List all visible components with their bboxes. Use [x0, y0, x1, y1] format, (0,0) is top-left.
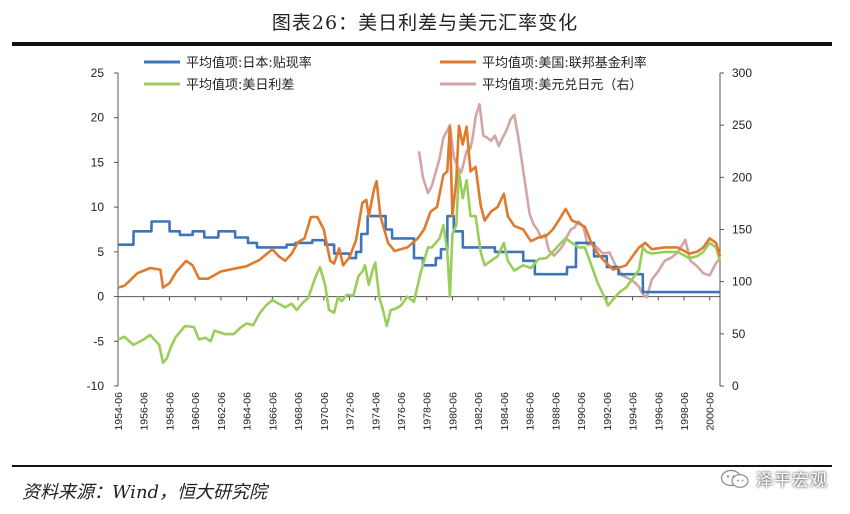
x-tick-label: 1990-06 [576, 392, 588, 431]
y2-tick-label: 250 [732, 118, 752, 132]
y-tick-label: 20 [91, 111, 105, 125]
x-tick-label: 1966-06 [267, 392, 279, 431]
y2-tick-label: 200 [732, 170, 752, 184]
x-tick-label: 1982-06 [473, 392, 485, 431]
legend-label: 平均值项:美国:联邦基金利率 [482, 55, 647, 71]
y-tick-label: 5 [97, 245, 104, 259]
watermark: 泽平宏观 [720, 466, 828, 491]
chart-title: 图表26：美日利差与美元汇率变化 [271, 12, 579, 34]
axes-layer: 2520151050-5-103002502001501005001954-06… [87, 66, 753, 431]
x-tick-label: 1974-06 [370, 392, 382, 431]
y-tick-label: 15 [91, 155, 105, 169]
x-tick-label: 1978-06 [422, 392, 434, 431]
x-tick-label: 1964-06 [242, 392, 254, 431]
x-tick-label: 1960-06 [190, 392, 202, 431]
x-tick-label: 1992-06 [602, 392, 614, 431]
y-tick-label: 10 [91, 200, 105, 214]
bottom-rule [12, 465, 832, 467]
legend-label: 平均值项:美元兑日元（右） [482, 77, 642, 93]
x-tick-label: 1954-06 [113, 392, 125, 431]
x-tick-label: 1970-06 [319, 392, 331, 431]
series-line-spread [117, 170, 722, 364]
y2-tick-label: 100 [732, 275, 752, 289]
watermark-text: 泽平宏观 [756, 471, 828, 491]
x-tick-label: 1976-06 [396, 392, 408, 431]
x-tick-label: 1998-06 [679, 392, 691, 431]
series-line-us [117, 124, 722, 289]
y-tick-label: 0 [97, 290, 104, 304]
x-tick-label: 1956-06 [139, 392, 151, 431]
x-tick-label: 1980-06 [447, 392, 459, 431]
x-tick-label: 1984-06 [499, 392, 511, 431]
source-note: 资料来源：Wind，恒大研究院 [22, 482, 268, 503]
y2-tick-label: 150 [732, 223, 752, 237]
x-tick-label: 1968-06 [293, 392, 305, 431]
series-line-japan [118, 214, 720, 294]
top-rule [12, 42, 832, 46]
x-tick-label: 1996-06 [653, 392, 665, 431]
x-tick-label: 1962-06 [216, 392, 228, 431]
y-tick-label: -10 [87, 379, 105, 393]
x-tick-label: 1958-06 [164, 392, 176, 431]
x-tick-label: 1994-06 [628, 392, 640, 431]
legend-label: 平均值项:日本:贴现率 [186, 55, 312, 71]
y-tick-label: -5 [93, 334, 104, 348]
series-line-usdjpy [417, 103, 721, 299]
x-tick-label: 2000-06 [705, 392, 717, 431]
x-tick-label: 1986-06 [525, 392, 537, 431]
x-tick-label: 1972-06 [345, 392, 357, 431]
y2-tick-label: 300 [732, 66, 752, 80]
chat-bubble-icon [720, 469, 749, 488]
y2-tick-label: 50 [732, 327, 746, 341]
x-tick-label: 1988-06 [550, 392, 562, 431]
y-tick-label: 25 [91, 66, 105, 80]
legend-label: 平均值项:美日利差 [186, 77, 294, 93]
series-layer [117, 103, 722, 364]
y2-tick-label: 0 [732, 379, 739, 393]
